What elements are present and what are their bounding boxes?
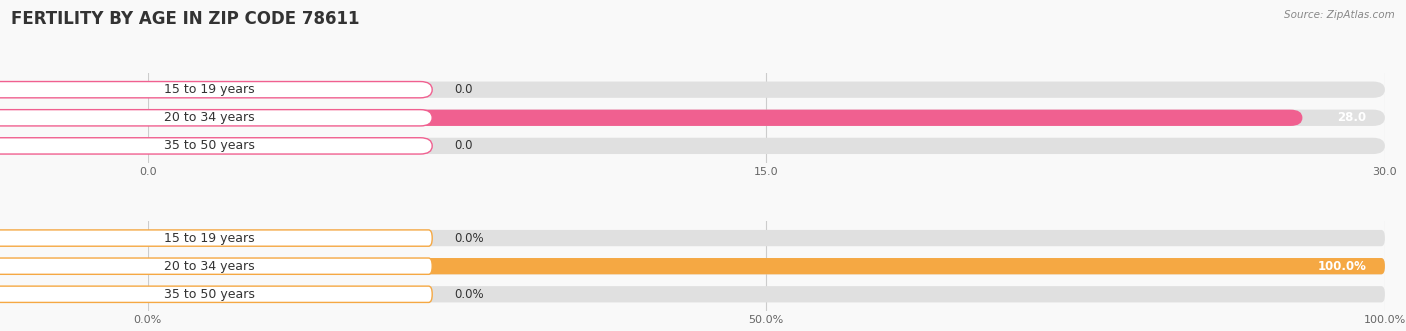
- FancyBboxPatch shape: [148, 230, 1385, 246]
- FancyBboxPatch shape: [148, 110, 1385, 126]
- Text: 20 to 34 years: 20 to 34 years: [165, 260, 254, 273]
- FancyBboxPatch shape: [0, 230, 432, 246]
- Text: 15 to 19 years: 15 to 19 years: [165, 83, 254, 96]
- FancyBboxPatch shape: [0, 110, 432, 126]
- FancyBboxPatch shape: [148, 258, 1385, 274]
- Text: 35 to 50 years: 35 to 50 years: [165, 139, 254, 152]
- Text: 20 to 34 years: 20 to 34 years: [165, 111, 254, 124]
- FancyBboxPatch shape: [148, 258, 1385, 274]
- FancyBboxPatch shape: [0, 138, 432, 154]
- FancyBboxPatch shape: [148, 81, 1385, 98]
- FancyBboxPatch shape: [148, 286, 1385, 303]
- FancyBboxPatch shape: [0, 258, 432, 274]
- Text: 15 to 19 years: 15 to 19 years: [165, 232, 254, 245]
- FancyBboxPatch shape: [148, 138, 1385, 154]
- Text: FERTILITY BY AGE IN ZIP CODE 78611: FERTILITY BY AGE IN ZIP CODE 78611: [11, 10, 360, 28]
- Text: 28.0: 28.0: [1337, 111, 1367, 124]
- Text: 0.0%: 0.0%: [454, 288, 484, 301]
- Text: 0.0%: 0.0%: [454, 232, 484, 245]
- Text: 35 to 50 years: 35 to 50 years: [165, 288, 254, 301]
- Text: 0.0: 0.0: [454, 139, 472, 152]
- FancyBboxPatch shape: [0, 286, 432, 303]
- FancyBboxPatch shape: [148, 110, 1302, 126]
- FancyBboxPatch shape: [0, 81, 432, 98]
- Text: 0.0: 0.0: [454, 83, 472, 96]
- Text: 100.0%: 100.0%: [1317, 260, 1367, 273]
- Text: Source: ZipAtlas.com: Source: ZipAtlas.com: [1284, 10, 1395, 20]
